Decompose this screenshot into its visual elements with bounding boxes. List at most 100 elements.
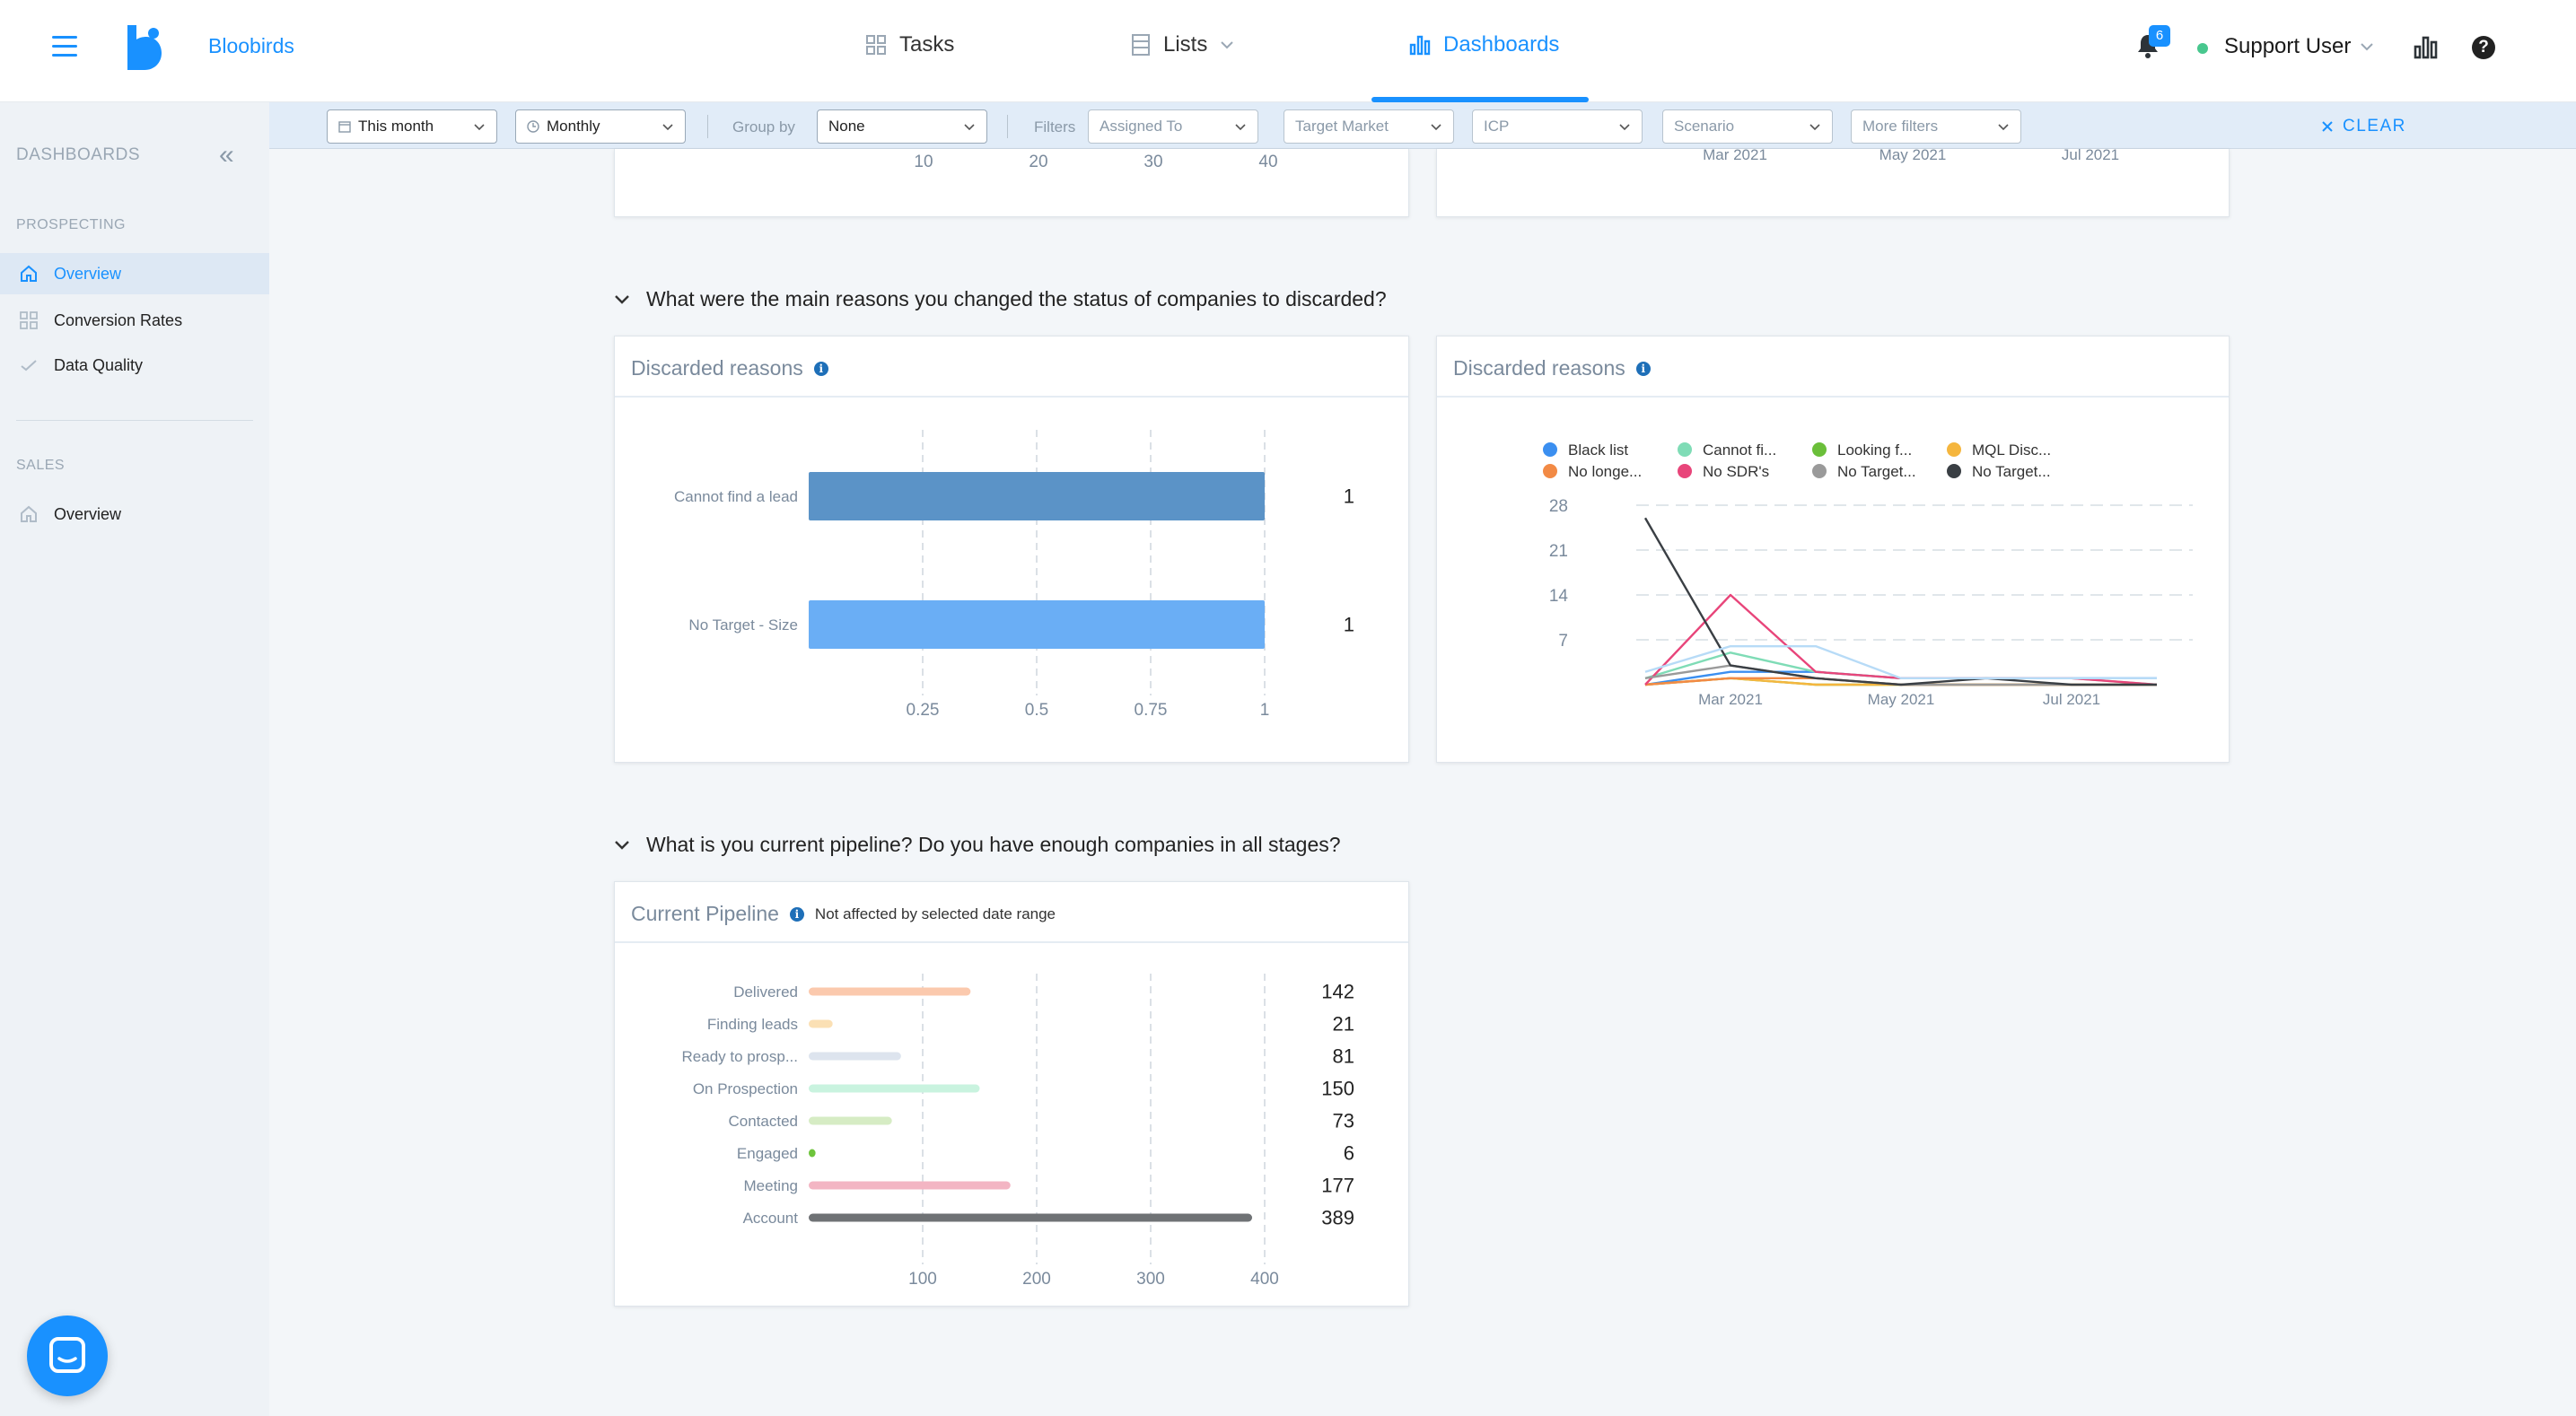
value-label: 389	[1321, 1207, 1354, 1229]
legend-marker	[1543, 464, 1557, 478]
granularity-select[interactable]: Monthly	[515, 109, 686, 144]
legend-label: No Target...	[1837, 463, 1916, 480]
group-by-value: None	[828, 118, 865, 135]
chevron-down-icon	[474, 123, 485, 130]
target-market-select[interactable]: Target Market	[1284, 109, 1454, 144]
pipeline-bar-chart: 100 200 300 400 Delivered 142 Finding leads 21 R…	[682, 974, 1354, 1289]
pipeline-section-toggle[interactable]: What is you current pipeline? Do you hav…	[614, 833, 1341, 857]
bar	[809, 987, 971, 996]
group-by-select[interactable]: None	[817, 109, 987, 144]
series-line	[1643, 517, 2157, 686]
info-icon[interactable]: i	[813, 361, 828, 376]
discarded-bar-chart: 0.25 0.5 0.75 1 Cannot find a lead 1 No Target…	[674, 430, 1354, 720]
filters-label: Filters	[1034, 118, 1076, 135]
active-tab-indicator	[1371, 97, 1589, 102]
scenario-select[interactable]: Scenario	[1662, 109, 1833, 144]
more-filters-placeholder: More filters	[1862, 118, 1939, 135]
sidebar-item-conversion-rates[interactable]: Conversion Rates	[0, 300, 269, 341]
date-range-select[interactable]: This month	[327, 109, 497, 144]
tab-lists-label: Lists	[1163, 32, 1208, 57]
discarded-bar-panel: Discarded reasons i 0.25 0.5 0.75 1 Cannot f…	[614, 336, 1409, 763]
x-tick-label: 40	[1258, 153, 1277, 171]
value-label: 1	[1344, 485, 1354, 508]
x-tick-label: Mar 2021	[1703, 149, 1767, 163]
legend-label: No SDR's	[1703, 463, 1769, 480]
home-icon	[21, 505, 37, 522]
panel-title-text: Discarded reasons	[631, 356, 803, 380]
legend-label: Cannot fi...	[1703, 441, 1776, 459]
tab-lists[interactable]: Lists	[1131, 32, 1234, 57]
value-label: 6	[1344, 1142, 1354, 1165]
x-tick-label: 400	[1250, 1270, 1279, 1289]
x-tick-label: 0.5	[1025, 701, 1048, 720]
clear-filters-button[interactable]: CLEAR	[2321, 117, 2406, 136]
chevron-down-icon	[1998, 123, 2009, 130]
user-name: Support User	[2224, 34, 2352, 58]
bar	[809, 472, 1265, 520]
discarded-line-title: Discarded reasons i	[1453, 356, 1651, 380]
notification-count-badge: 6	[2149, 25, 2170, 47]
pipeline-title: Current Pipeline i Not affected by selec…	[631, 902, 1056, 926]
x-tick-label: 20	[1029, 153, 1047, 171]
info-icon[interactable]: i	[1635, 361, 1651, 376]
category-label: Contacted	[729, 1113, 799, 1130]
y-tick-label: 28	[1549, 497, 1568, 516]
icp-select[interactable]: ICP	[1472, 109, 1643, 144]
chat-launcher-button[interactable]	[27, 1315, 108, 1396]
info-icon[interactable]: i	[789, 906, 804, 922]
menu-icon[interactable]	[52, 36, 77, 57]
value-label: 150	[1321, 1078, 1354, 1100]
sidebar-item-prospecting-overview[interactable]: Overview	[0, 253, 269, 294]
x-tick-label: 100	[908, 1270, 937, 1289]
more-filters-select[interactable]: More filters	[1851, 109, 2021, 144]
chevron-down-icon	[615, 294, 629, 304]
user-menu[interactable]: Support User	[2224, 34, 2374, 59]
target-market-placeholder: Target Market	[1295, 118, 1389, 135]
filter-separator	[707, 115, 708, 138]
partial-axis-left: 10 20 30 40	[914, 153, 1277, 171]
category-label: Cannot find a lead	[674, 488, 798, 505]
panel-title-text: Current Pipeline	[631, 902, 779, 925]
sidebar-item-sales-overview[interactable]: Overview	[0, 494, 269, 535]
sidebar-divider	[16, 420, 253, 421]
tab-tasks[interactable]: Tasks	[865, 32, 954, 57]
filter-separator	[1007, 115, 1008, 138]
calendar-icon	[338, 121, 351, 133]
chat-icon	[49, 1337, 85, 1373]
bar	[809, 1116, 892, 1125]
tab-dashboards[interactable]: Dashboards	[1409, 32, 1559, 57]
value-label: 81	[1333, 1045, 1354, 1068]
sidebar-item-label: Overview	[54, 264, 122, 283]
legend-marker	[1812, 464, 1827, 478]
chevron-down-icon	[662, 123, 673, 130]
granularity-value: Monthly	[547, 118, 600, 135]
value-label: 73	[1333, 1110, 1354, 1132]
bloobirds-logo[interactable]	[126, 25, 163, 70]
legend-label: Looking f...	[1837, 441, 1912, 459]
category-label: Delivered	[733, 983, 798, 1001]
y-tick-label: 7	[1558, 632, 1568, 651]
x-tick-label: May 2021	[1868, 691, 1935, 708]
chevron-down-icon	[615, 840, 629, 850]
bar-chart-icon	[1409, 35, 1431, 56]
stats-icon[interactable]	[2413, 34, 2438, 59]
assigned-to-placeholder: Assigned To	[1100, 118, 1183, 135]
chevron-down-icon	[1619, 123, 1630, 130]
value-label: 177	[1321, 1175, 1354, 1197]
panel-divider	[615, 941, 1408, 943]
value-label: 21	[1333, 1013, 1354, 1036]
brand-name[interactable]: Bloobirds	[208, 34, 294, 57]
partial-axis-right: Mar 2021 May 2021 Jul 2021	[1703, 146, 2119, 163]
legend-marker	[1947, 442, 1961, 457]
help-icon[interactable]: ?	[2472, 36, 2495, 59]
chevron-down-icon	[1221, 41, 1234, 49]
x-tick-label: 300	[1136, 1270, 1165, 1289]
assigned-to-select[interactable]: Assigned To	[1088, 109, 1258, 144]
category-label: Ready to prosp...	[682, 1048, 798, 1065]
bar	[809, 1213, 1253, 1222]
collapse-sidebar-icon[interactable]: «	[219, 140, 234, 170]
sidebar-item-data-quality[interactable]: Data Quality	[0, 345, 269, 386]
chevron-down-icon	[964, 123, 975, 130]
discarded-section-toggle[interactable]: What were the main reasons you changed t…	[614, 287, 1387, 311]
date-range-value: This month	[358, 118, 434, 135]
